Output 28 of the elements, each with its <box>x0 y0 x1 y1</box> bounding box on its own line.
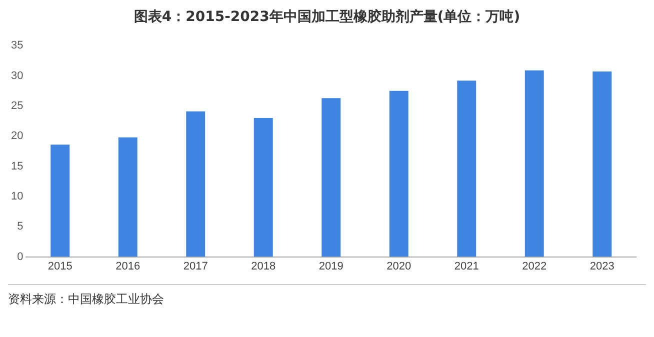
y-tick-label: 25 <box>10 100 24 112</box>
text: 资料来源：中国橡胶工业协会 <box>8 292 164 306</box>
bar <box>524 70 544 257</box>
bar <box>186 111 206 257</box>
x-tick-label: 2020 <box>386 260 412 272</box>
y-tick-label: 20 <box>10 130 24 142</box>
y-tick-label: 15 <box>10 160 24 172</box>
y-tick-label: 30 <box>10 70 24 82</box>
x-tick-label: 2023 <box>590 260 614 272</box>
y-tick-label: 0 <box>17 250 24 263</box>
x-tick-label: 2016 <box>116 260 140 272</box>
y-tick-label: 10 <box>10 190 24 202</box>
bar <box>457 80 476 257</box>
y-tick-label: 35 <box>10 40 24 52</box>
x-tick-label: 2017 <box>183 260 208 272</box>
x-tick-label: 2021 <box>454 260 479 272</box>
bar <box>592 72 612 257</box>
y-tick-label: 5 <box>17 220 24 233</box>
x-tick-label: 2019 <box>318 260 344 272</box>
bar <box>118 137 138 257</box>
bar <box>322 98 341 257</box>
chart-title: 图表4：2015-2023年中国加工型橡胶助剂产量(单位：万吨) <box>132 8 522 26</box>
bar <box>50 144 70 257</box>
bar <box>254 118 273 257</box>
bar <box>389 90 408 257</box>
x-tick-label: 2022 <box>522 260 547 272</box>
x-tick-label: 2018 <box>251 260 276 272</box>
x-tick-label: 2015 <box>48 260 72 272</box>
